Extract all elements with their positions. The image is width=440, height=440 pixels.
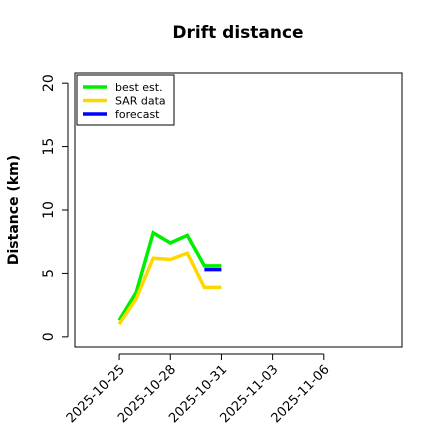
y-tick-label: 0 xyxy=(41,332,57,341)
legend-label: forecast xyxy=(115,108,160,121)
legend-label: SAR data xyxy=(115,95,166,108)
y-tick-label: 5 xyxy=(41,269,57,278)
plot-frame xyxy=(74,72,403,348)
y-tick-label: 10 xyxy=(41,201,57,219)
y-tick-label: 20 xyxy=(41,74,57,92)
y-tick-label: 15 xyxy=(41,138,57,156)
series-line xyxy=(117,250,222,326)
chart-title: Drift distance xyxy=(172,23,303,43)
y-axis-label: Distance (km) xyxy=(6,155,22,265)
legend-label: best est. xyxy=(115,81,163,94)
series-line xyxy=(117,230,222,322)
